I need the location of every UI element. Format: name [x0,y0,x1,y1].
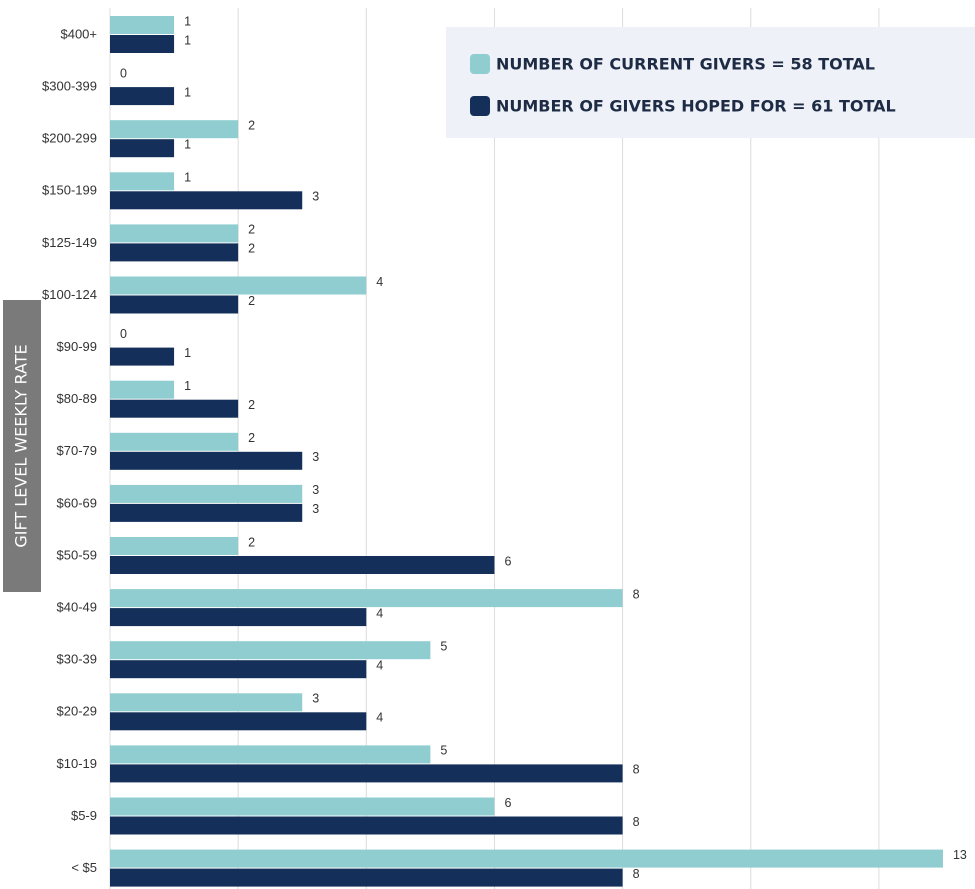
category-label: $100-124 [42,287,97,302]
bar [110,295,239,314]
value-label: 8 [633,763,640,777]
bar [110,172,175,191]
category-label: $30-39 [57,652,97,667]
bar [110,503,303,522]
bar [110,693,303,712]
value-label: 2 [248,118,255,132]
category-label: $300-399 [42,79,97,94]
value-label: 3 [312,502,319,516]
bar [110,451,303,470]
legend-label: NUMBER OF CURRENT GIVERS = 58 TOTAL [496,55,875,74]
value-label: 5 [440,744,447,758]
bar [110,243,239,262]
y-axis-label: GIFT LEVEL WEEKLY RATE [12,344,31,547]
legend-label: NUMBER OF GIVERS HOPED FOR = 61 TOTAL [496,97,896,116]
bar [110,660,367,679]
bar [110,745,431,764]
value-label: 1 [184,85,191,99]
value-label: 1 [184,137,191,151]
bars: $400+11$300-39901$200-29921$150-19913$12… [42,14,967,887]
bar [110,380,175,399]
value-label: 2 [248,398,255,412]
bar [110,797,495,816]
y-label-box [3,300,41,592]
value-label: 2 [248,242,255,256]
bar [110,589,623,608]
bar [110,849,943,868]
value-label: 8 [633,867,640,881]
legend-box [446,27,975,138]
value-label: 1 [184,33,191,47]
bar [110,537,239,555]
bar [110,120,239,139]
value-label: 8 [633,587,640,601]
value-label: 1 [184,346,191,360]
category-label: $10-19 [57,756,97,771]
legend: NUMBER OF CURRENT GIVERS = 58 TOTAL NUMBE… [446,27,975,138]
value-label: 8 [633,815,640,829]
value-label: 2 [248,223,255,237]
bar [110,641,431,660]
bar [110,276,367,295]
category-label: $40-49 [57,600,97,615]
value-label: 0 [120,327,127,341]
category-label: $5-9 [71,808,97,823]
category-label: $200-299 [42,131,97,146]
bar [110,712,367,731]
category-label: $50-59 [57,547,97,562]
value-label: 1 [184,171,191,185]
grid [109,8,880,889]
bar [110,556,495,574]
category-label: $150-199 [42,183,97,198]
value-label: 6 [504,554,511,568]
bar [110,432,239,451]
value-label: 13 [953,848,967,862]
bar [110,224,239,243]
bar [110,868,623,887]
category-label: < $5 [71,860,97,875]
bar [110,608,367,627]
value-label: 2 [248,294,255,308]
bar [110,347,175,366]
bar [110,139,175,158]
value-label: 4 [376,606,383,620]
value-label: 3 [312,483,319,497]
bar [110,191,303,210]
bar [110,16,175,34]
value-label: 2 [248,535,255,549]
legend-swatch [470,96,490,116]
value-label: 4 [376,658,383,672]
legend-swatch [470,54,490,74]
bar [110,484,303,503]
value-label: 1 [184,14,191,28]
value-label: 3 [312,692,319,706]
bar [110,816,623,835]
category-label: $125-149 [42,235,97,250]
value-label: 5 [440,639,447,653]
bar [110,399,239,418]
category-label: $400+ [60,26,97,41]
value-label: 3 [312,190,319,204]
category-label: $60-69 [57,495,97,510]
category-label: $80-89 [57,391,97,406]
value-label: 4 [376,275,383,289]
category-label: $20-29 [57,704,97,719]
value-label: 3 [312,450,319,464]
value-label: 4 [376,711,383,725]
value-label: 1 [184,379,191,393]
value-label: 2 [248,431,255,445]
bar [110,87,175,106]
category-label: $70-79 [57,443,97,458]
category-label: $90-99 [57,339,97,354]
value-label: 6 [504,796,511,810]
bar [110,764,623,783]
value-label: 0 [120,66,127,80]
bar [110,35,175,53]
